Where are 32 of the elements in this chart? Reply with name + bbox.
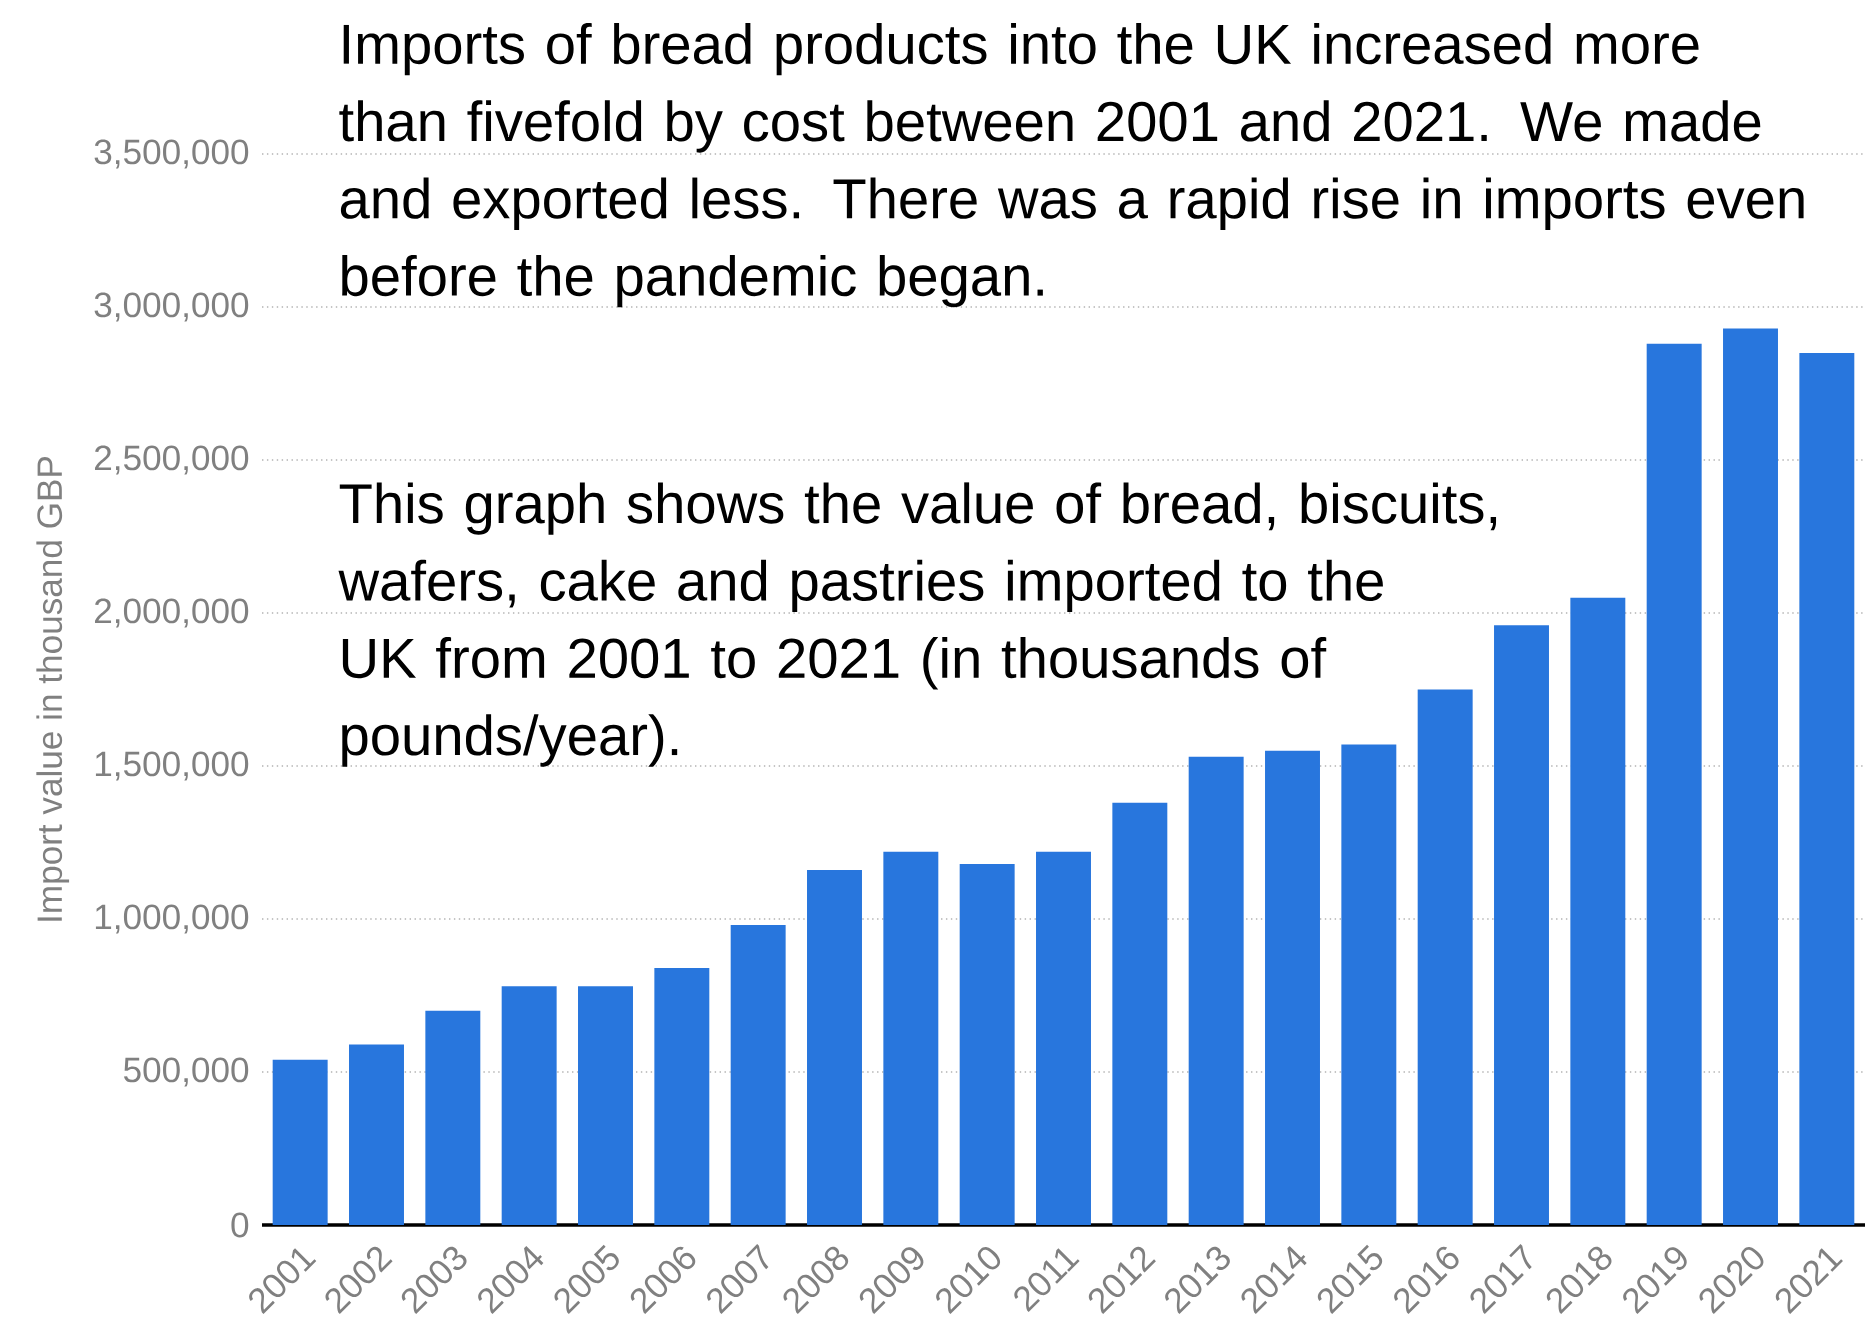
y-tick-label: 1,500,000	[95, 751, 249, 781]
bar	[1723, 328, 1778, 1225]
y-tick-label: 2,500,000	[95, 445, 249, 475]
bar	[1036, 851, 1091, 1225]
bar	[883, 851, 939, 1225]
bar	[807, 870, 862, 1225]
bar	[349, 1044, 404, 1225]
bar	[1799, 352, 1855, 1225]
bar	[1265, 750, 1320, 1225]
bar	[425, 1010, 481, 1225]
bar	[1646, 343, 1702, 1225]
bar	[654, 967, 710, 1225]
bar	[501, 986, 557, 1225]
y-tick-label: 3,500,000	[94, 139, 249, 169]
y-tick-label: 500,000	[123, 1057, 249, 1087]
bar	[1188, 756, 1244, 1225]
bar	[1570, 597, 1626, 1225]
y-axis-title: Import value in thousand GBP	[36, 456, 70, 921]
y-tick-label: 1,000,000	[95, 904, 249, 934]
bar	[578, 986, 633, 1225]
annotation: Imports of bread products into the UK increased more than fivefold by cost between 2001 and 2021. We made and exported less. There was a rapid rise in imports even before the pandemic began.	[339, 22, 1804, 308]
bar	[272, 1059, 328, 1225]
annotation: This graph shows the value of bread, biscuits, wafers, cake and pastries imported to the UK from 2001 to 2021 (in thousands of pounds/year).	[338, 482, 1497, 767]
bar	[1341, 744, 1397, 1225]
bar	[1417, 689, 1473, 1225]
y-tick-label: 2,000,000	[95, 598, 249, 628]
y-tick-label: 3,000,000	[94, 292, 249, 322]
bar	[1494, 625, 1549, 1225]
bar	[959, 863, 1015, 1225]
bar	[1112, 802, 1168, 1225]
y-tick-label: 0	[231, 1212, 249, 1238]
bar	[730, 925, 786, 1225]
